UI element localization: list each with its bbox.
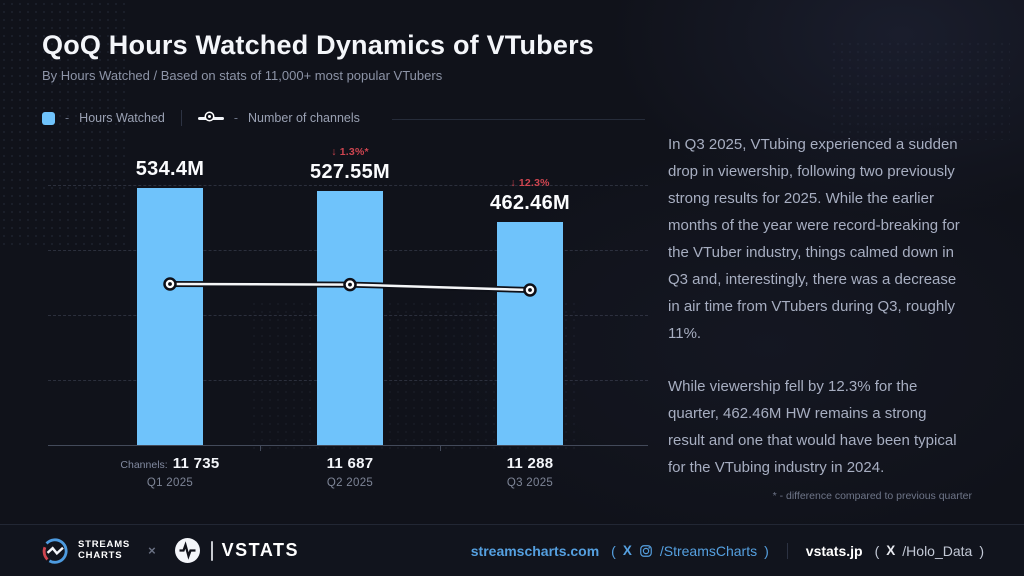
vstats-logo-icon — [174, 538, 200, 563]
paren: ( — [874, 542, 880, 559]
channels-row: Channels: 11 735 — [80, 455, 260, 473]
paren: ) — [764, 542, 769, 559]
streamscharts-handle: /StreamsCharts — [659, 542, 758, 559]
x-twitter-icon: X — [886, 543, 896, 558]
legend-channels-label: Number of channels — [248, 111, 360, 125]
channels-line-icon — [197, 112, 224, 124]
change-badge: ↓ 1.3%* — [331, 146, 369, 158]
category-label: Q3 2025 — [506, 477, 554, 489]
legend-hours-watched-label: Hours Watched — [79, 111, 165, 125]
legend-dash: - — [233, 111, 239, 125]
footnote: * - difference compared to previous quar… — [772, 490, 972, 502]
hours-watched-swatch-icon — [42, 111, 55, 125]
footer-links: streamscharts.com ( X /StreamsCharts ) v… — [470, 542, 984, 559]
hours-watched-bar[interactable] — [137, 187, 203, 445]
insight-paragraph-2: While viewership fell by 12.3% for the q… — [668, 378, 957, 476]
insight-paragraph-1: In Q3 2025, VTubing experienced a sudden… — [668, 136, 960, 342]
channels-prefix: Channels: — [120, 459, 168, 471]
legend-rule — [392, 119, 645, 120]
vstats-divider — [210, 540, 213, 561]
paren: ( — [611, 542, 616, 559]
hours-watched-bar[interactable] — [497, 222, 563, 445]
category-label: Q2 2025 — [326, 477, 374, 489]
channels-value: 11 288 — [506, 455, 554, 472]
hours-watched-value: 534.4M — [135, 157, 205, 180]
bar-chart-plot: 534.4M Channels: 11 735 Q1 2025 ↓ 1.3%* 5… — [48, 146, 648, 489]
vstats-logo: VSTATS — [174, 537, 299, 564]
x-axis — [48, 445, 648, 446]
axis-tick — [440, 446, 441, 451]
page-title: QoQ Hours Watched Dynamics of VTubers — [42, 30, 594, 60]
channels-value: 11 735 — [172, 455, 220, 472]
footer-divider — [786, 542, 788, 559]
streams-charts-logo-icon — [42, 537, 68, 564]
category-label: Q1 2025 — [146, 477, 194, 489]
hours-watched-bar[interactable] — [317, 191, 383, 445]
streamscharts-socials[interactable]: ( X /StreamsCharts ) — [611, 543, 769, 559]
gridline — [48, 185, 648, 186]
instagram-icon — [640, 544, 652, 557]
chart-column-q1: 534.4M Channels: 11 735 Q1 2025 — [80, 158, 260, 489]
chart-column-q2: ↓ 1.3%* 527.55M 11 687 Q2 2025 — [260, 146, 440, 489]
page-subtitle: By Hours Watched / Based on stats of 11,… — [42, 68, 443, 83]
vstats-link[interactable]: vstats.jp — [805, 542, 863, 559]
x-twitter-icon: X — [622, 543, 632, 558]
channels-row: 11 288 — [440, 455, 620, 473]
channels-value: 11 687 — [326, 455, 374, 472]
change-badge: ↓ 12.3% — [510, 177, 550, 190]
footer: STREAMS CHARTS × VSTATS streamscharts.co… — [0, 524, 1024, 576]
hours-watched-value: 527.55M — [310, 161, 390, 183]
dot-texture — [830, 40, 1010, 140]
paren: ) — [979, 542, 984, 559]
legend-divider — [180, 110, 182, 126]
channels-line — [163, 277, 537, 297]
axis-tick — [260, 446, 261, 451]
insight-panel: In Q3 2025, VTubing experienced a sudden… — [668, 131, 963, 481]
vstats-wordmark: VSTATS — [221, 540, 299, 560]
channels-row: 11 687 — [260, 455, 440, 473]
legend-dash: - — [65, 111, 70, 125]
vstats-socials[interactable]: ( X /Holo_Data ) — [875, 543, 984, 559]
hours-watched-value: 462.46M — [490, 192, 570, 215]
vstats-handle: /Holo_Data — [902, 542, 973, 559]
footer-brands: STREAMS CHARTS × VSTATS — [40, 536, 299, 566]
streams-charts-wordmark: STREAMS CHARTS — [78, 538, 131, 561]
streamscharts-link[interactable]: streamscharts.com — [470, 542, 600, 559]
chart-column-q3: ↓ 12.3% 462.46M 11 288 Q3 2025 — [440, 177, 620, 489]
collab-cross: × — [148, 543, 156, 558]
chart-legend: - Hours Watched - Number of channels — [42, 110, 360, 126]
